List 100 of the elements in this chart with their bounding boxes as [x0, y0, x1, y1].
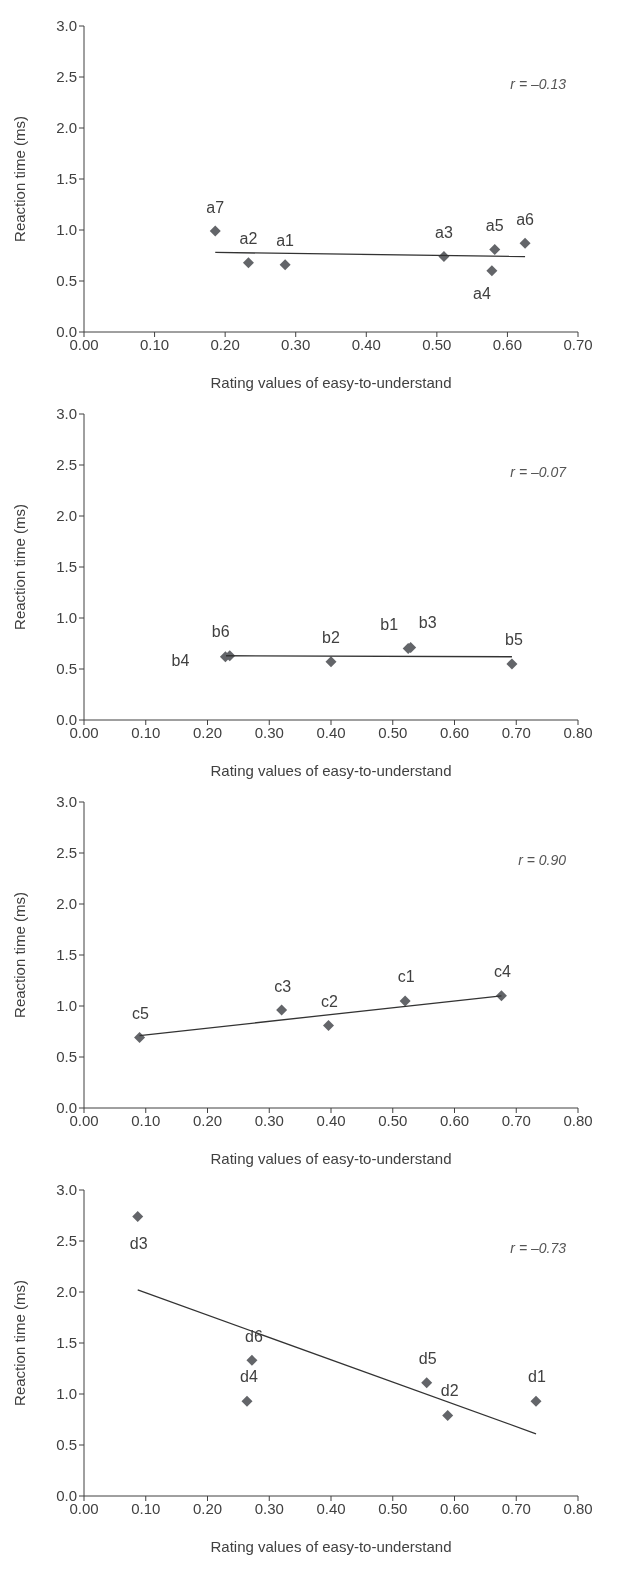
y-tick-label: 0.0	[56, 711, 77, 729]
annotation: r = –0.07	[510, 464, 566, 480]
annotation: r = 0.90	[518, 852, 566, 868]
annotation: b5	[505, 631, 523, 649]
x-tick-label: 0.20	[192, 723, 223, 741]
x-tick-label: 0.80	[563, 723, 593, 741]
x-tick-label: 0.30	[281, 335, 311, 353]
annotation: a5	[485, 216, 504, 234]
annotation: c4	[493, 963, 511, 981]
x-tick-label: 0.40	[351, 335, 381, 353]
x-tick-label: 0.30	[254, 1499, 284, 1517]
annotation: a3	[435, 224, 453, 242]
x-tick-label: 0.70	[501, 1499, 531, 1517]
y-tick-label: 3.0	[56, 405, 77, 423]
x-tick-label: 0.50	[378, 1499, 408, 1517]
point	[209, 225, 221, 237]
annotation: d1	[528, 1367, 547, 1385]
annotation: c5	[132, 1005, 150, 1023]
annotation: a6	[516, 210, 535, 228]
x-tick-label: 0.30	[254, 723, 284, 741]
annotation: b6	[211, 623, 230, 641]
x-tick-label: 0.10	[139, 335, 170, 353]
x-axis-title: Rating values of easy-to-understand	[210, 374, 452, 391]
point	[399, 995, 411, 1007]
annotation: r = –0.73	[510, 1240, 566, 1256]
y-tick-label: 2.5	[56, 844, 77, 862]
y-tick-label: 1.0	[56, 997, 77, 1015]
annotation: d4	[240, 1367, 259, 1385]
x-tick-label: 0.80	[563, 1111, 593, 1129]
x-tick-label: 0.50	[422, 335, 452, 353]
annotation: d6	[245, 1327, 263, 1345]
annotation: a4	[473, 285, 491, 303]
annotation: a1	[276, 232, 295, 250]
x-tick-label: 0.60	[492, 335, 523, 353]
annotation: d3	[129, 1235, 148, 1253]
y-tick-label: 0.5	[56, 1048, 77, 1066]
y-tick-label: 2.5	[56, 456, 77, 474]
y-tick-label: 1.5	[56, 946, 77, 964]
point	[486, 265, 498, 277]
x-tick-label: 0.60	[439, 1499, 470, 1517]
y-tick-label: 0.5	[56, 660, 77, 678]
x-tick-label: 0.10	[131, 1499, 161, 1517]
annotation: r = –0.13	[510, 76, 566, 92]
point	[246, 1354, 258, 1366]
y-tick-label: 3.0	[56, 1181, 77, 1199]
annotation: b1	[380, 616, 399, 634]
point	[530, 1395, 542, 1407]
y-axis-title: Reaction time (ms)	[11, 504, 29, 630]
x-tick-label: 0.20	[192, 1111, 223, 1129]
y-tick-label: 1.0	[56, 1385, 77, 1403]
annotation: c1	[397, 968, 415, 986]
y-tick-label: 2.0	[56, 507, 77, 525]
point	[276, 1004, 288, 1016]
y-tick-label: 1.0	[56, 609, 77, 627]
point	[421, 1377, 433, 1389]
y-tick-label: 0.5	[56, 1436, 77, 1454]
x-tick-label: 0.50	[378, 1111, 408, 1129]
point	[442, 1409, 454, 1421]
point	[279, 259, 291, 271]
x-tick-label: 0.10	[131, 1111, 161, 1129]
x-tick-label: 0.50	[378, 723, 408, 741]
y-tick-label: 0.0	[56, 1487, 77, 1505]
annotation: b3	[418, 614, 437, 632]
x-tick-label: 0.70	[501, 1111, 531, 1129]
annotation: b4	[171, 652, 190, 670]
x-axis-title: Rating values of easy-to-understand	[210, 1538, 452, 1555]
x-axis-title: Rating values of easy-to-understand	[210, 762, 452, 779]
x-tick-label: 0.20	[192, 1499, 223, 1517]
x-tick-label: 0.40	[316, 1111, 346, 1129]
y-axis-title: Reaction time (ms)	[11, 116, 29, 242]
x-tick-label: 0.40	[316, 1499, 346, 1517]
x-tick-label: 0.30	[254, 1111, 284, 1129]
point	[323, 1019, 335, 1031]
annotation: d5	[418, 1350, 437, 1368]
y-tick-label: 1.5	[56, 558, 77, 576]
point	[519, 237, 531, 249]
y-tick-label: 3.0	[56, 17, 77, 35]
y-tick-label: 0.5	[56, 272, 77, 290]
y-tick-label: 0.0	[56, 323, 77, 341]
y-tick-label: 2.0	[56, 119, 77, 137]
x-tick-label: 0.70	[501, 723, 531, 741]
y-tick-label: 2.0	[56, 1283, 77, 1301]
x-tick-label: 0.40	[316, 723, 346, 741]
x-tick-label: 0.10	[131, 723, 161, 741]
annotation: b2	[322, 629, 340, 647]
point	[242, 257, 254, 269]
y-axis-title: Reaction time (ms)	[11, 892, 29, 1018]
y-tick-label: 2.5	[56, 1232, 77, 1250]
annotation: a7	[206, 198, 225, 216]
x-tick-label: 0.70	[563, 335, 593, 353]
x-tick-label: 0.60	[439, 723, 470, 741]
y-tick-label: 2.5	[56, 68, 77, 86]
y-tick-label: 2.0	[56, 895, 77, 913]
annotation: c2	[321, 992, 339, 1010]
y-tick-label: 1.5	[56, 170, 77, 188]
x-tick-label: 0.60	[439, 1111, 470, 1129]
y-tick-label: 0.0	[56, 1099, 77, 1117]
y-axis-title: Reaction time (ms)	[11, 1280, 29, 1406]
x-tick-label: 0.20	[210, 335, 240, 353]
annotation: a2	[239, 230, 258, 248]
